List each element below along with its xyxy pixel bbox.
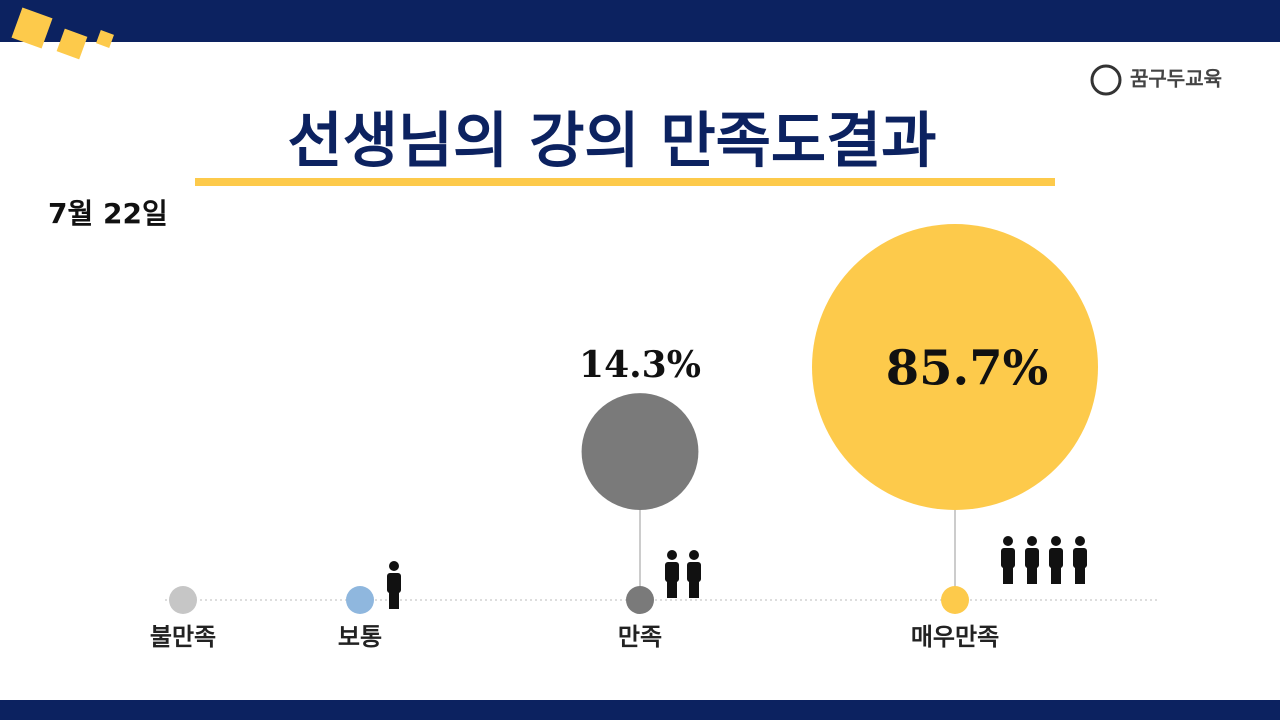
person-body [1073, 548, 1087, 568]
value-label: 14.3% [579, 344, 701, 386]
person-legs [689, 580, 699, 598]
person-icon [687, 550, 701, 598]
person-head [1075, 536, 1085, 546]
person-body [1049, 548, 1063, 568]
value-label: 85.7% [886, 341, 1049, 397]
person-icon [1025, 536, 1039, 584]
person-head [1027, 536, 1037, 546]
category-label: 보통 [338, 623, 382, 651]
person-legs [1027, 566, 1037, 584]
chart-subtitle: 7월 22일 [48, 197, 168, 230]
person-head [389, 561, 399, 571]
person-body [665, 562, 679, 582]
category-label: 매우만족 [911, 623, 999, 651]
person-head [667, 550, 677, 560]
bubble [581, 393, 699, 511]
logo-text: 꿈구두교육 [1130, 67, 1222, 91]
category-dot [626, 586, 654, 614]
person-head [1051, 536, 1061, 546]
logo-icon [1090, 64, 1122, 96]
person-icon [387, 561, 401, 609]
person-body [1025, 548, 1039, 568]
decor-squares [11, 7, 114, 60]
person-legs [1003, 566, 1013, 584]
person-legs [1075, 566, 1085, 584]
category-dot [169, 586, 197, 614]
person-body [387, 573, 401, 593]
category-dot [346, 586, 374, 614]
person-head [689, 550, 699, 560]
person-icon [665, 550, 679, 598]
person-legs [389, 591, 399, 609]
category-dot [941, 586, 969, 614]
title-underline [195, 178, 1055, 186]
person-legs [667, 580, 677, 598]
category-label: 만족 [618, 623, 662, 651]
category-label: 불만족 [150, 623, 216, 651]
top-band [0, 0, 1280, 42]
person-body [687, 562, 701, 582]
person-icon [1049, 536, 1063, 584]
person-legs [1051, 566, 1061, 584]
person-head [1003, 536, 1013, 546]
bubble [812, 224, 1098, 510]
person-icon [1073, 536, 1087, 584]
person-icon [1001, 536, 1015, 584]
bottom-band [0, 700, 1280, 720]
chart-title: 선생님의 강의 만족도결과 [288, 107, 937, 177]
person-body [1001, 548, 1015, 568]
